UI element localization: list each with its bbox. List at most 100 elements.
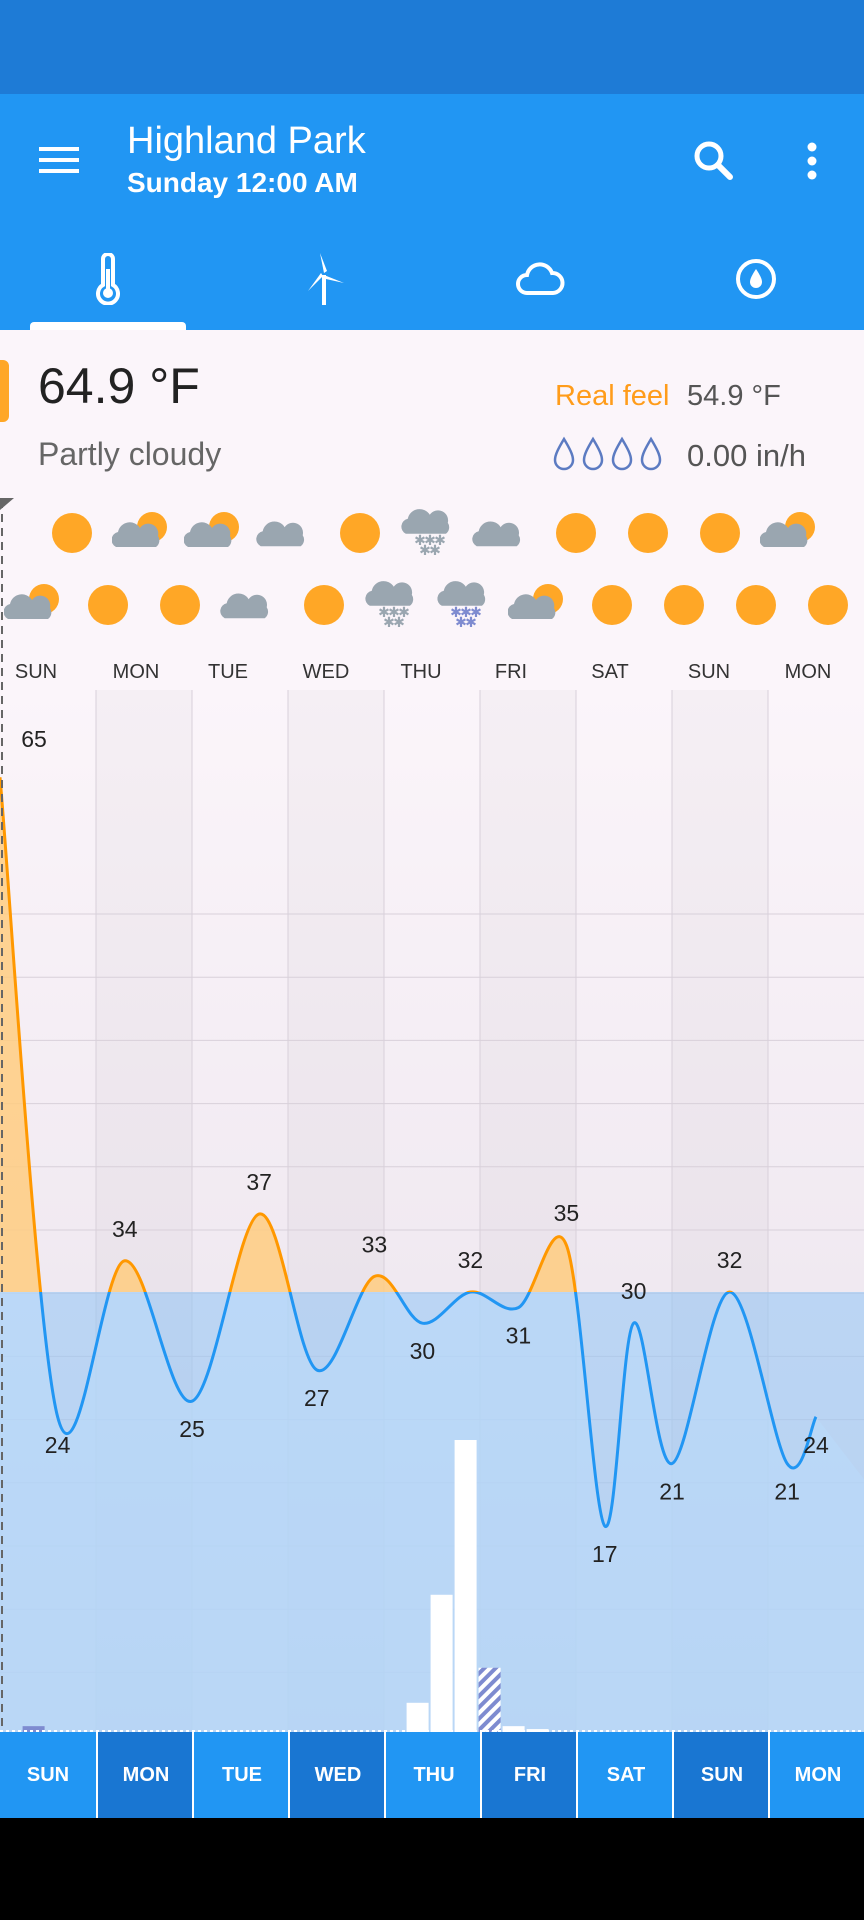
cloud-icon [256,521,305,547]
temperature-label: 32 [458,1247,484,1273]
top-day-label: FRI [494,661,528,683]
precip-bar [454,1440,477,1732]
chart-area[interactable]: 65 24 34 25 37 27 33 30 32 31 35 17 30 21 32 21 24 [0,330,864,1818]
partly-cloudy-icon [4,584,59,619]
svg-text:✱: ✱ [455,614,467,630]
bottom-day-button[interactable]: THU [384,1732,482,1818]
temperature-label: 31 [506,1323,532,1349]
temperature-label: 65 [21,726,47,752]
sun-icon [556,513,596,553]
snow-icon: ✱✱✱✱✱ [365,581,414,630]
real-feel-value: 54.9 °F [687,380,781,412]
sun-icon [808,585,848,625]
partly-cloudy-icon [760,512,815,547]
temperature-label: 21 [659,1479,685,1505]
precip-bar [478,1667,501,1732]
sun-icon [88,585,128,625]
sleet-icon: ✱✱✱✱✱ [437,581,486,630]
svg-text:✱: ✱ [465,614,477,630]
sun-icon [52,513,92,553]
bottom-day-button[interactable]: FRI [480,1732,578,1818]
tab-temperature[interactable] [48,244,168,314]
now-marker [0,498,14,510]
svg-text:✱: ✱ [434,532,446,548]
precip-bar [406,1702,429,1732]
date-subtitle: Sunday 12:00 AM [127,167,358,198]
cloud-icon [472,521,521,547]
svg-text:✱: ✱ [378,604,390,620]
temperature-label: 17 [592,1541,618,1567]
sun-icon [340,513,380,553]
svg-text:✱: ✱ [424,532,436,548]
precip-bar [526,1729,549,1732]
top-day-label: MON [784,661,832,683]
current-time-marker-tab [0,360,9,422]
top-day-label: SUN [687,661,731,683]
droplet-icon [736,259,776,299]
search-icon[interactable] [686,133,742,189]
tab-clouds[interactable] [480,244,600,314]
svg-text:✱: ✱ [470,604,482,620]
menu-icon[interactable] [30,134,88,186]
temperature-label: 30 [621,1278,647,1304]
wind-turbine-icon [308,253,344,305]
temperature-label: 27 [304,1385,330,1411]
cloud-icon [516,262,565,295]
temperature-line-cold [39,1292,818,1528]
svg-text:✱: ✱ [388,604,400,620]
bottom-day-button[interactable]: WED [288,1732,386,1818]
temperature-label: 35 [554,1200,580,1226]
current-temperature: 64.9 °F [38,358,200,414]
current-condition: Partly cloudy [38,436,222,472]
svg-text:✱: ✱ [429,542,441,558]
temperature-label: 33 [362,1231,388,1257]
temperature-label: 37 [246,1169,272,1195]
temperature-label: 24 [45,1432,71,1458]
precip-drops-icon [552,436,668,477]
temperature-label: 34 [112,1216,138,1242]
svg-text:✱: ✱ [460,604,472,620]
tab-precipitation[interactable] [696,244,816,314]
bottom-day-button[interactable]: SUN [672,1732,770,1818]
bottom-day-button[interactable]: MON [768,1732,864,1818]
top-day-label: THU [400,661,442,683]
precipitation-value: 0.00 in/h [687,438,806,473]
real-feel-label: Real feel [555,380,670,412]
svg-text:✱: ✱ [419,542,431,558]
partly-cloudy-icon [508,584,563,619]
precip-bar [22,1726,45,1732]
sun-icon [304,585,344,625]
sun-icon [664,585,704,625]
top-day-label: SAT [591,661,629,683]
svg-text:✱: ✱ [398,604,410,620]
top-day-label: WED [302,661,350,683]
location-title[interactable]: Highland Park [127,120,366,162]
svg-text:✱: ✱ [393,614,405,630]
sun-icon [700,513,740,553]
sun-icon [160,585,200,625]
tab-wind[interactable] [266,244,386,314]
bottom-day-button[interactable]: MON [96,1732,194,1818]
day-selector-bar[interactable]: SUN MON TUE WED THU FRI SAT SUN MON [0,1732,864,1818]
precip-bar [430,1594,453,1732]
svg-text:✱: ✱ [450,604,462,620]
sun-icon [628,513,668,553]
cloud-icon [220,593,269,619]
snow-icon: ✱✱✱✱✱ [401,509,450,558]
bottom-day-button[interactable]: TUE [192,1732,290,1818]
temperature-label: 32 [717,1247,743,1273]
sun-icon [592,585,632,625]
app-bar [0,94,864,330]
cold-lower-fill [0,1292,864,1732]
bottom-day-button[interactable]: SUN [0,1732,96,1818]
top-day-label: SUN [14,661,58,683]
svg-text:✱: ✱ [414,532,426,548]
thermometer-icon [96,253,120,305]
partly-cloudy-icon [184,512,239,547]
sun-icon [736,585,776,625]
more-vert-icon[interactable] [790,133,834,189]
svg-text:✱: ✱ [383,614,395,630]
partly-cloudy-icon [112,512,167,547]
bottom-day-button[interactable]: SAT [576,1732,674,1818]
temperature-label: 24 [803,1432,829,1458]
